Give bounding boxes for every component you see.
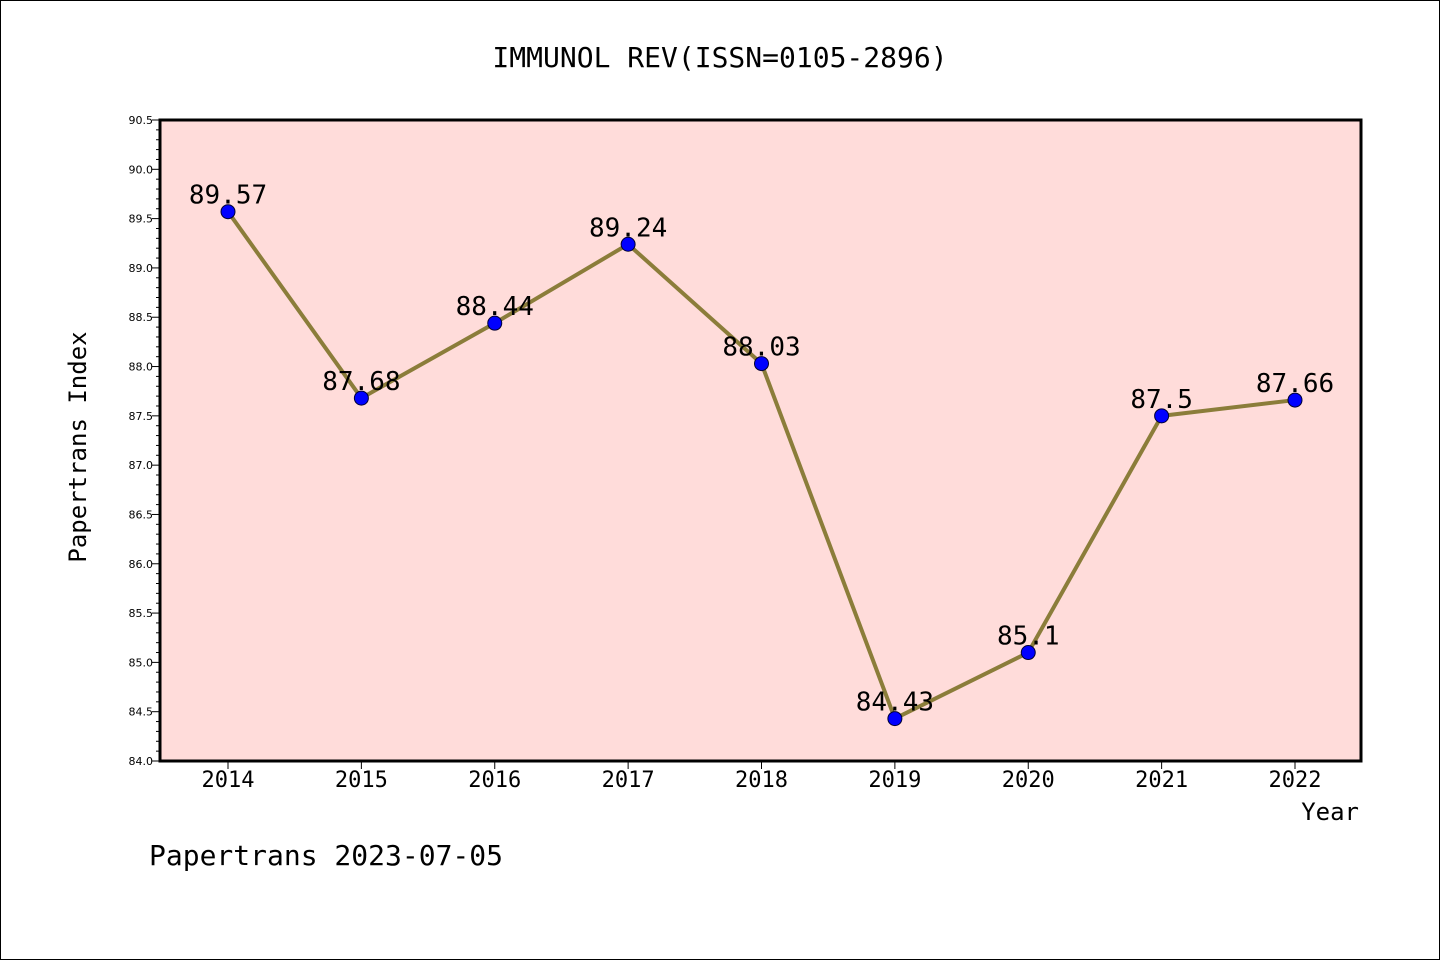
data-point bbox=[1154, 408, 1170, 424]
y-tick-label: 86.5 bbox=[129, 508, 154, 521]
x-tick-label: 2014 bbox=[202, 768, 255, 793]
y-tick-label: 84.0 bbox=[129, 755, 154, 768]
y-tick-label: 90.0 bbox=[129, 163, 154, 176]
data-point bbox=[887, 711, 903, 727]
x-axis: 2014 2015 2016 2017 2018 2019 2020 2021 2022 bbox=[202, 761, 1322, 793]
x-tick-label: 2021 bbox=[1135, 768, 1188, 793]
data-point bbox=[754, 356, 769, 372]
data-point bbox=[220, 204, 236, 220]
x-axis-title: Year bbox=[1301, 798, 1359, 826]
plot-area bbox=[158, 118, 1363, 763]
footer-text: Papertrans 2023-07-05 bbox=[149, 839, 503, 872]
data-point bbox=[353, 390, 369, 406]
data-label: 89.57 bbox=[189, 181, 267, 211]
y-tick-label: 88.0 bbox=[129, 361, 154, 374]
y-tick-label: 88.5 bbox=[129, 311, 154, 324]
data-label: 89.24 bbox=[589, 213, 667, 243]
x-tick-label: 2022 bbox=[1269, 768, 1322, 793]
x-tick-label: 2020 bbox=[1002, 768, 1055, 793]
y-tick-label: 85.0 bbox=[129, 656, 154, 669]
y-tick-label: 84.5 bbox=[129, 706, 154, 719]
data-point bbox=[1020, 645, 1036, 661]
data-points bbox=[220, 204, 1303, 727]
y-tick-label: 87.0 bbox=[129, 459, 154, 472]
x-tick-label: 2015 bbox=[335, 768, 388, 793]
y-axis: 84.0 84.5 85.0 85.5 86.0 86.5 87.0 87.5 88.0 88.5… bbox=[129, 114, 160, 768]
data-label: 85.1 bbox=[997, 622, 1060, 652]
data-label: 88.44 bbox=[456, 292, 534, 322]
data-point bbox=[1287, 392, 1303, 408]
data-label: 87.5 bbox=[1130, 385, 1193, 415]
x-tick-label: 2019 bbox=[868, 768, 921, 793]
data-label: 88.03 bbox=[722, 333, 800, 363]
y-tick-label: 89.0 bbox=[129, 262, 154, 275]
data-point bbox=[620, 236, 636, 252]
y-tick-label: 90.5 bbox=[129, 114, 154, 127]
y-tick-label: 87.5 bbox=[129, 410, 154, 423]
y-axis-title: Papertrans Index bbox=[64, 331, 92, 562]
chart-title: IMMUNOL REV(ISSN=0105-2896) bbox=[492, 41, 947, 74]
data-label: 87.68 bbox=[322, 367, 400, 397]
x-tick-label: 2016 bbox=[468, 768, 521, 793]
data-labels: 89.57 87.68 88.44 89.24 88.03 84.43 85.1 87.5 87… bbox=[189, 181, 1334, 718]
y-tick-label: 86.0 bbox=[129, 558, 154, 571]
data-label: 84.43 bbox=[856, 688, 934, 718]
x-tick-label: 2017 bbox=[602, 768, 655, 793]
y-tick-label: 89.5 bbox=[129, 213, 154, 226]
data-point bbox=[487, 315, 503, 331]
y-tick-label: 85.5 bbox=[129, 607, 154, 620]
x-tick-label: 2018 bbox=[735, 768, 788, 793]
data-label: 87.66 bbox=[1256, 369, 1334, 399]
